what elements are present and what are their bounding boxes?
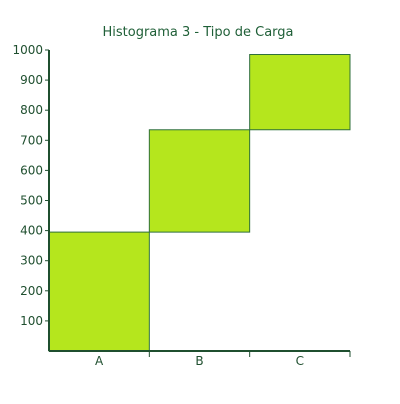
y-tick-label: 700 [20, 133, 43, 147]
y-tick-label: 600 [20, 163, 43, 177]
y-tick-label: 200 [20, 284, 43, 298]
y-tick-label: 400 [20, 224, 43, 238]
chart-title: Histograma 3 - Tipo de Carga [102, 25, 293, 40]
labels-layer: 100 200 300 400 500 600 700 800 900 1000 A B C [12, 43, 304, 368]
bar-b [148, 129, 251, 233]
axes-layer [45, 49, 351, 357]
y-tick-label: 300 [20, 254, 43, 268]
bars-layer [48, 54, 351, 352]
y-tick-label: 900 [20, 73, 43, 87]
x-tick-label: C [296, 354, 304, 368]
y-tick-label: 1000 [12, 43, 43, 57]
bar-c [249, 54, 351, 131]
y-tick-label: 500 [20, 194, 43, 208]
y-tick-label: 100 [20, 314, 43, 328]
x-tick-label: B [195, 354, 203, 368]
bar-a [48, 231, 150, 352]
y-tick-label: 800 [20, 103, 43, 117]
x-tick-label: A [95, 354, 104, 368]
